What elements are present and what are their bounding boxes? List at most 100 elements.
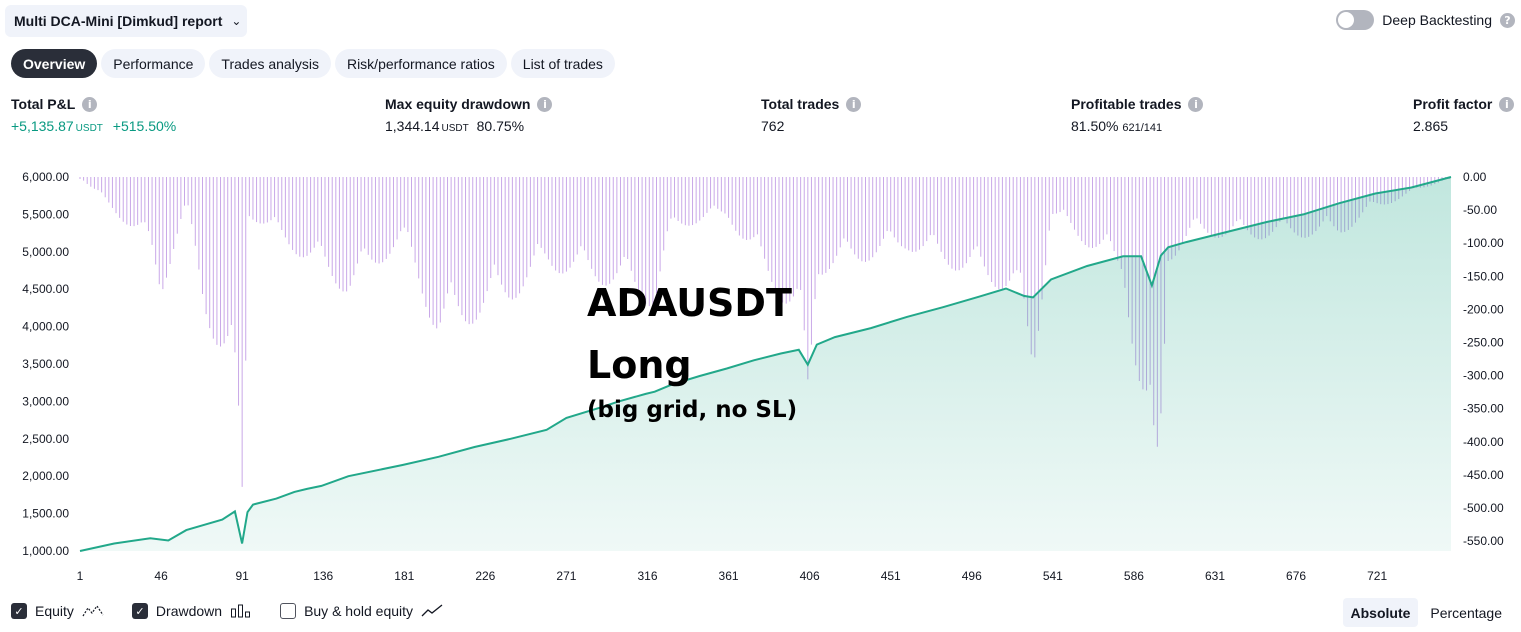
total-pnl-percent: +515.50% bbox=[112, 118, 177, 134]
drawdown-tick-label: -50.00 bbox=[1463, 203, 1497, 217]
drawdown-tick-label: -350.00 bbox=[1463, 402, 1504, 416]
deep-backtesting-label: Deep Backtesting bbox=[1382, 12, 1492, 28]
drawdown-bars bbox=[79, 177, 1450, 487]
drawdown-tick-label: -400.00 bbox=[1463, 435, 1504, 449]
profit-factor-label: Profit factor bbox=[1413, 96, 1493, 112]
trade-tick-label: 496 bbox=[962, 569, 982, 583]
profit-factor-value: 2.865 bbox=[1413, 118, 1449, 134]
checkbox-unchecked-icon[interactable] bbox=[280, 603, 297, 619]
info-icon[interactable]: i bbox=[537, 96, 553, 112]
drawdown-tick-label: -100.00 bbox=[1463, 236, 1504, 250]
info-icon[interactable]: i bbox=[82, 96, 98, 112]
trade-number-axis: 1 46 91 136 181 226 271 316 361 406 451 496 541 586 63… bbox=[77, 569, 1388, 583]
equity-tick-label: 5,000.00 bbox=[22, 245, 69, 259]
equity-tick-label: 1,500.00 bbox=[22, 507, 69, 521]
trade-tick-label: 361 bbox=[719, 569, 739, 583]
max-drawdown-unit: USDT bbox=[441, 123, 469, 134]
drawdown-tick-label: -500.00 bbox=[1463, 501, 1504, 515]
legend-buy-hold[interactable]: Buy & hold equity bbox=[280, 603, 443, 619]
trade-tick-label: 406 bbox=[800, 569, 820, 583]
checkbox-checked-icon[interactable]: ✓ bbox=[11, 603, 27, 619]
total-pnl-value: +5,135.87 bbox=[11, 118, 74, 134]
toggle-knob bbox=[1338, 12, 1355, 28]
trade-tick-label: 586 bbox=[1124, 569, 1144, 583]
equity-drawdown-chart[interactable]: 6,000.00 5,500.00 5,000.00 4,500.00 4,000.00… bbox=[0, 165, 1521, 590]
legend-equity[interactable]: ✓ Equity bbox=[11, 603, 104, 619]
trade-tick-label: 541 bbox=[1043, 569, 1063, 583]
tab-performance[interactable]: Performance bbox=[101, 49, 206, 78]
info-icon[interactable]: i bbox=[1499, 96, 1515, 112]
max-drawdown-label: Max equity drawdown bbox=[385, 96, 531, 112]
profitable-trades-value: 81.50% bbox=[1071, 118, 1119, 134]
tab-overview[interactable]: Overview bbox=[11, 49, 98, 78]
metric-profit-factor: Profit factor i 2.865 bbox=[1413, 96, 1515, 134]
equity-tick-label: 5,500.00 bbox=[22, 207, 69, 221]
tab-trades-analysis[interactable]: Trades analysis bbox=[209, 49, 331, 78]
equity-tick-label: 4,500.00 bbox=[22, 282, 69, 296]
info-icon[interactable]: i bbox=[846, 96, 862, 112]
trade-tick-label: 721 bbox=[1367, 569, 1387, 583]
trade-tick-label: 271 bbox=[556, 569, 576, 583]
legend-buy-hold-label: Buy & hold equity bbox=[304, 603, 414, 619]
equity-tick-label: 4,000.00 bbox=[22, 320, 69, 334]
annotation-symbol: ADAUSDT bbox=[587, 281, 792, 325]
legend-drawdown[interactable]: ✓ Drawdown bbox=[131, 603, 252, 619]
trade-tick-label: 181 bbox=[394, 569, 414, 583]
percentage-button[interactable]: Percentage bbox=[1430, 604, 1502, 621]
equity-line-icon bbox=[82, 604, 104, 617]
drawdown-axis: 0.00 -50.00 -100.00 -150.00 -200.00 -250.00 -3… bbox=[1463, 170, 1504, 548]
drawdown-tick-label: -300.00 bbox=[1463, 369, 1504, 383]
trade-tick-label: 316 bbox=[637, 569, 657, 583]
legend-equity-label: Equity bbox=[35, 603, 74, 619]
report-title: Multi DCA-Mini [Dimkud] report bbox=[14, 13, 223, 29]
trade-tick-label: 226 bbox=[475, 569, 495, 583]
equity-tick-label: 2,000.00 bbox=[22, 469, 69, 483]
metric-total-pnl: Total P&L i +5,135.87 USDT +515.50% bbox=[11, 96, 176, 134]
chevron-down-icon: ⌄ bbox=[231, 14, 242, 28]
drawdown-tick-label: -250.00 bbox=[1463, 335, 1504, 349]
equity-tick-label: 6,000.00 bbox=[22, 170, 69, 184]
equity-tick-label: 2,500.00 bbox=[22, 432, 69, 446]
metric-max-drawdown: Max equity drawdown i 1,344.14 USDT 80.75% bbox=[385, 96, 553, 134]
help-icon[interactable]: ? bbox=[1500, 12, 1515, 28]
equity-line bbox=[79, 176, 1452, 552]
drawdown-tick-label: -200.00 bbox=[1463, 302, 1504, 316]
trade-tick-label: 631 bbox=[1205, 569, 1225, 583]
info-icon[interactable]: i bbox=[1188, 96, 1204, 112]
equity-tick-label: 3,500.00 bbox=[22, 357, 69, 371]
equity-tick-label: 3,000.00 bbox=[22, 394, 69, 408]
profitable-trades-detail: 621/141 bbox=[1122, 122, 1163, 134]
absolute-button[interactable]: Absolute bbox=[1342, 598, 1419, 627]
max-drawdown-percent: 80.75% bbox=[476, 118, 525, 134]
equity-axis: 6,000.00 5,500.00 5,000.00 4,500.00 4,000.00… bbox=[22, 170, 69, 558]
tab-list-of-trades[interactable]: List of trades bbox=[510, 49, 615, 78]
trade-tick-label: 451 bbox=[881, 569, 901, 583]
deep-backtesting-control: Deep Backtesting ? bbox=[1336, 10, 1515, 30]
annotation-settings: (big grid, no SL) bbox=[587, 397, 798, 423]
tab-risk-performance-ratios[interactable]: Risk/performance ratios bbox=[334, 49, 507, 78]
trade-tick-label: 1 bbox=[77, 569, 84, 583]
checkbox-checked-icon[interactable]: ✓ bbox=[131, 603, 148, 619]
display-mode-switch: Absolute Percentage bbox=[1342, 598, 1511, 627]
equity-tick-label: 1,000.00 bbox=[22, 544, 69, 558]
trade-tick-label: 91 bbox=[235, 569, 249, 583]
legend-drawdown-label: Drawdown bbox=[155, 603, 223, 619]
drawdown-tick-label: -550.00 bbox=[1463, 534, 1504, 548]
profitable-trades-label: Profitable trades bbox=[1071, 96, 1182, 112]
total-pnl-unit: USDT bbox=[75, 123, 103, 134]
drawdown-tick-label: 0.00 bbox=[1463, 170, 1487, 184]
total-trades-label: Total trades bbox=[761, 96, 840, 112]
report-selector[interactable]: Multi DCA-Mini [Dimkud] report ⌄ bbox=[5, 5, 247, 37]
max-drawdown-value: 1,344.14 bbox=[385, 118, 440, 134]
total-pnl-label: Total P&L bbox=[11, 96, 76, 112]
metric-profitable-trades: Profitable trades i 81.50% 621/141 bbox=[1071, 96, 1204, 134]
deep-backtesting-toggle[interactable] bbox=[1336, 10, 1375, 30]
equity-area bbox=[80, 177, 1451, 551]
drawdown-tick-label: -450.00 bbox=[1463, 468, 1504, 482]
buy-hold-line-icon bbox=[421, 604, 443, 617]
annotation-direction: Long bbox=[587, 343, 692, 387]
trade-tick-label: 46 bbox=[154, 569, 168, 583]
report-tabs: Overview Performance Trades analysis Ris… bbox=[11, 49, 615, 78]
metric-total-trades: Total trades i 762 bbox=[761, 96, 862, 134]
drawdown-bars-icon bbox=[231, 604, 251, 618]
